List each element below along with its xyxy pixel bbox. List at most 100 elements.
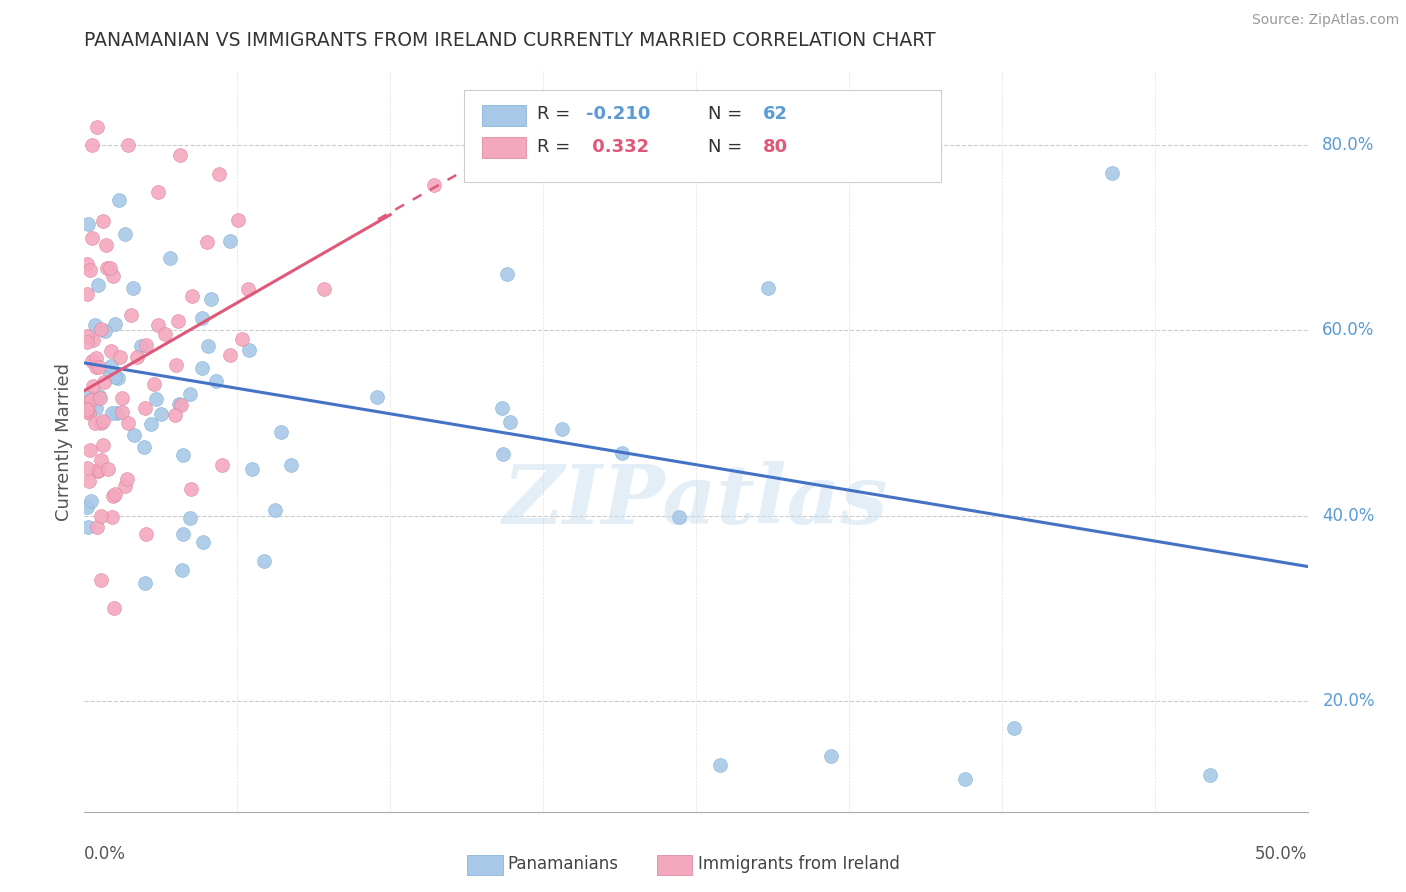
Point [280,458,302,472]
Point [76,286,98,301]
FancyBboxPatch shape [482,104,526,126]
Point [193,535,215,549]
Point [491,401,513,415]
Point [98,260,121,275]
Point [205,374,228,388]
Text: N =: N = [709,138,748,156]
Point [149,407,172,421]
Point [105,406,128,420]
Point [94,324,117,338]
Point [238,343,260,357]
Point [134,401,156,415]
Point [242,462,264,476]
Point [550,422,572,436]
Point [101,406,124,420]
Point [125,351,148,365]
Text: R =: R = [537,105,576,123]
Point [86,463,108,477]
Point [96,261,118,276]
Point [91,414,114,428]
Point [76,461,98,475]
Point [114,227,136,241]
Point [107,370,129,384]
Point [108,193,131,207]
Point [84,359,107,374]
Point [134,441,156,455]
Point [172,448,194,462]
Point [142,376,165,391]
Point [153,327,176,342]
Text: N =: N = [709,105,748,123]
Point [181,288,204,302]
Text: 0.332: 0.332 [586,138,650,156]
Point [94,237,117,252]
Point [218,234,240,248]
Text: PANAMANIAN VS IMMIGRANTS FROM IRELAND CURRENTLY MARRIED CORRELATION CHART: PANAMANIAN VS IMMIGRANTS FROM IRELAND CU… [84,31,936,50]
Point [146,185,169,199]
Point [253,553,276,567]
Point [139,417,162,432]
Point [100,359,122,373]
Point [80,353,103,368]
Text: 50.0%: 50.0% [1256,845,1308,863]
Point [820,749,842,764]
Point [129,339,152,353]
Point [120,309,142,323]
Point [560,156,582,170]
Point [756,281,779,295]
Point [180,482,202,496]
Point [122,281,145,295]
Point [101,509,124,524]
Point [80,138,103,153]
Point [170,398,193,412]
Point [159,251,181,265]
Point [101,269,124,284]
Point [111,405,134,419]
Point [90,416,112,430]
Text: 60.0%: 60.0% [1322,321,1375,340]
Point [77,406,100,420]
Text: 80: 80 [763,138,789,156]
Text: -0.210: -0.210 [586,105,650,123]
Text: R =: R = [537,138,576,156]
Point [76,520,98,534]
Point [498,415,520,429]
Point [167,397,190,411]
Text: 20.0%: 20.0% [1322,691,1375,710]
Y-axis label: Currently Married: Currently Married [55,362,73,521]
Point [195,235,218,249]
Text: Panamanians: Panamanians [508,855,619,872]
Point [264,502,287,516]
Point [114,479,136,493]
Point [79,493,101,508]
Point [82,231,104,245]
Point [84,416,107,430]
Point [98,367,121,381]
Point [312,282,335,296]
Point [226,212,249,227]
Point [79,263,101,277]
Point [191,310,214,325]
Point [668,510,690,524]
Point [1002,722,1025,736]
Point [104,318,127,332]
Point [89,392,111,406]
Text: 80.0%: 80.0% [1322,136,1375,154]
Point [76,500,98,514]
Point [270,425,292,439]
Point [179,386,201,401]
Point [103,486,125,500]
Point [77,474,100,488]
Point [103,601,125,615]
Point [90,322,112,336]
Text: 0.0%: 0.0% [84,845,127,863]
Point [191,360,214,375]
FancyBboxPatch shape [482,136,526,158]
Point [117,417,139,431]
Text: Immigrants from Ireland: Immigrants from Ireland [699,855,900,872]
Point [578,128,600,142]
Point [79,442,101,457]
Point [82,378,104,392]
Point [423,178,446,192]
FancyBboxPatch shape [464,90,941,183]
